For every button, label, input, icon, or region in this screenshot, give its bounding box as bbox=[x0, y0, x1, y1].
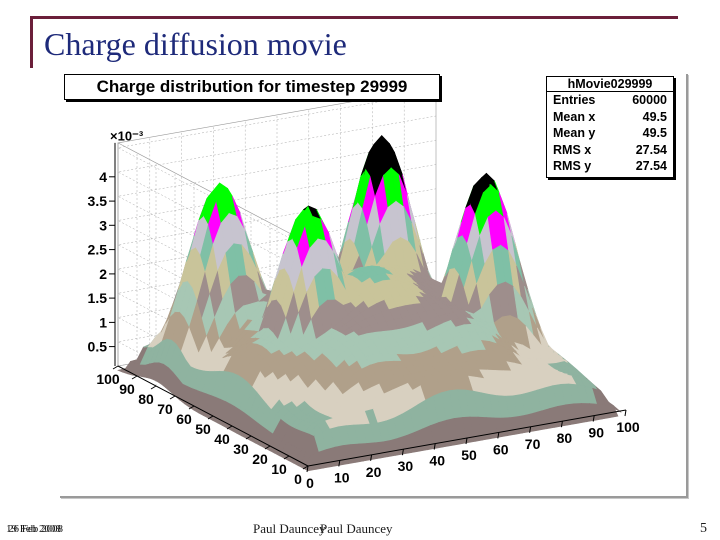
x-tick-label: 20 bbox=[366, 464, 382, 480]
grid-line bbox=[117, 212, 437, 370]
z-tick-label: 2.5 bbox=[88, 242, 108, 258]
x-tick bbox=[370, 454, 373, 461]
stats-label: RMS y bbox=[553, 159, 592, 173]
y-tick-label: 80 bbox=[138, 391, 154, 407]
x-tick bbox=[401, 449, 404, 456]
footer-author: Paul Dauncey bbox=[253, 521, 326, 536]
y-tick bbox=[283, 455, 290, 460]
stats-row-entries: Entries 60000 bbox=[547, 92, 673, 109]
y-tick bbox=[169, 395, 176, 400]
y-tick bbox=[264, 445, 271, 450]
plot-axes: 0 10 20 30 40 50 60 70 80 90 100010203040506070809… bbox=[88, 129, 640, 491]
x-tick bbox=[306, 465, 309, 473]
surface-bands bbox=[117, 135, 622, 472]
title-rule-horizontal bbox=[30, 16, 678, 19]
grid-line bbox=[117, 188, 437, 346]
stats-value: 27.54 bbox=[635, 159, 667, 173]
stats-label: RMS x bbox=[553, 142, 592, 157]
stats-histogram-name: hMovie029999 bbox=[547, 77, 673, 92]
title-rule-vertical bbox=[30, 16, 33, 68]
y-tick-label: 20 bbox=[252, 451, 268, 467]
z-tick-label: 3.5 bbox=[88, 193, 108, 209]
x-tick-label: 40 bbox=[429, 453, 445, 469]
x-tick bbox=[624, 409, 627, 417]
footer-date-overlay: 26 Feb 2008 bbox=[8, 523, 63, 535]
stats-value: 27.54 bbox=[635, 142, 667, 157]
stats-value: 49.5 bbox=[642, 109, 667, 124]
x-tick-label: 50 bbox=[461, 447, 477, 463]
y-tick-label: 0 bbox=[294, 471, 302, 487]
grid-line bbox=[117, 91, 437, 248]
z-tick-label: 0.5 bbox=[88, 339, 108, 355]
x-tick bbox=[560, 421, 563, 428]
y-tick bbox=[226, 425, 233, 430]
y-tick bbox=[131, 375, 138, 380]
x-tick bbox=[433, 443, 436, 450]
x-tick bbox=[529, 426, 532, 433]
stats-row-rms-x: RMS x 27.54 bbox=[547, 142, 673, 159]
grid-line bbox=[117, 115, 437, 273]
z-tick-label: 2 bbox=[99, 266, 107, 282]
stats-row-mean-y: Mean y 49.5 bbox=[547, 125, 673, 142]
y-tick-label: 50 bbox=[195, 421, 211, 437]
x-tick bbox=[338, 460, 341, 467]
histogram-title: Charge distribution for timestep 29999 bbox=[64, 74, 440, 100]
stats-label: Mean y bbox=[553, 126, 596, 140]
y-tick-label: 60 bbox=[176, 411, 192, 427]
x-tick-label: 30 bbox=[398, 458, 414, 474]
x-tick bbox=[592, 415, 595, 422]
y-tick bbox=[207, 415, 214, 420]
x-tick-label: 90 bbox=[588, 425, 604, 441]
x-tick bbox=[465, 437, 468, 445]
stats-label: Entries bbox=[553, 93, 596, 107]
z-tick-label: 4 bbox=[99, 169, 107, 185]
y-tick bbox=[302, 465, 309, 470]
y-tick-label: 30 bbox=[233, 441, 249, 457]
grid-line bbox=[117, 140, 437, 297]
surface-cell bbox=[608, 401, 622, 413]
z-tick-label: 1 bbox=[99, 314, 107, 330]
y-tick bbox=[150, 385, 157, 390]
stats-value: 60000 bbox=[632, 93, 667, 107]
y-tick-label: 70 bbox=[157, 401, 173, 417]
y-tick-label: 10 bbox=[271, 461, 287, 477]
x-tick-label: 80 bbox=[557, 430, 573, 446]
stats-row-mean-x: Mean x 49.5 bbox=[547, 109, 673, 126]
slide-title: Charge diffusion movie bbox=[44, 26, 347, 62]
surface-cell bbox=[604, 404, 619, 418]
x-tick-label: 70 bbox=[525, 436, 541, 452]
y-tick bbox=[245, 435, 252, 440]
stats-label: Mean x bbox=[553, 109, 596, 124]
x-tick-label: 100 bbox=[616, 419, 640, 435]
grid-line bbox=[117, 164, 437, 321]
x-tick-label: 10 bbox=[334, 469, 350, 485]
x-tick-label: 60 bbox=[493, 441, 509, 457]
footer-author-overlay: Paul Dauncey bbox=[320, 521, 393, 536]
y-tick bbox=[112, 365, 119, 370]
y-tick-label: 40 bbox=[214, 431, 230, 447]
y-tick-label: 100 bbox=[96, 371, 120, 387]
x-tick-label: 0 bbox=[306, 475, 314, 491]
footer-date: 19 Feb 2008 bbox=[6, 523, 61, 535]
stats-box: hMovie029999 Entries 60000 Mean x 49.5 M… bbox=[546, 76, 674, 178]
stats-row-rms-y: RMS y 27.54 bbox=[547, 158, 673, 175]
page-number: 5 bbox=[700, 521, 707, 536]
z-tick-label: 3 bbox=[99, 217, 107, 233]
x-tick bbox=[497, 432, 500, 439]
z-tick-label: 1.5 bbox=[88, 290, 108, 306]
stats-value: 49.5 bbox=[642, 126, 667, 140]
z-multiplier-label: ×10⁻³ bbox=[110, 129, 144, 144]
y-tick bbox=[188, 405, 195, 410]
y-tick-label: 90 bbox=[119, 381, 135, 397]
